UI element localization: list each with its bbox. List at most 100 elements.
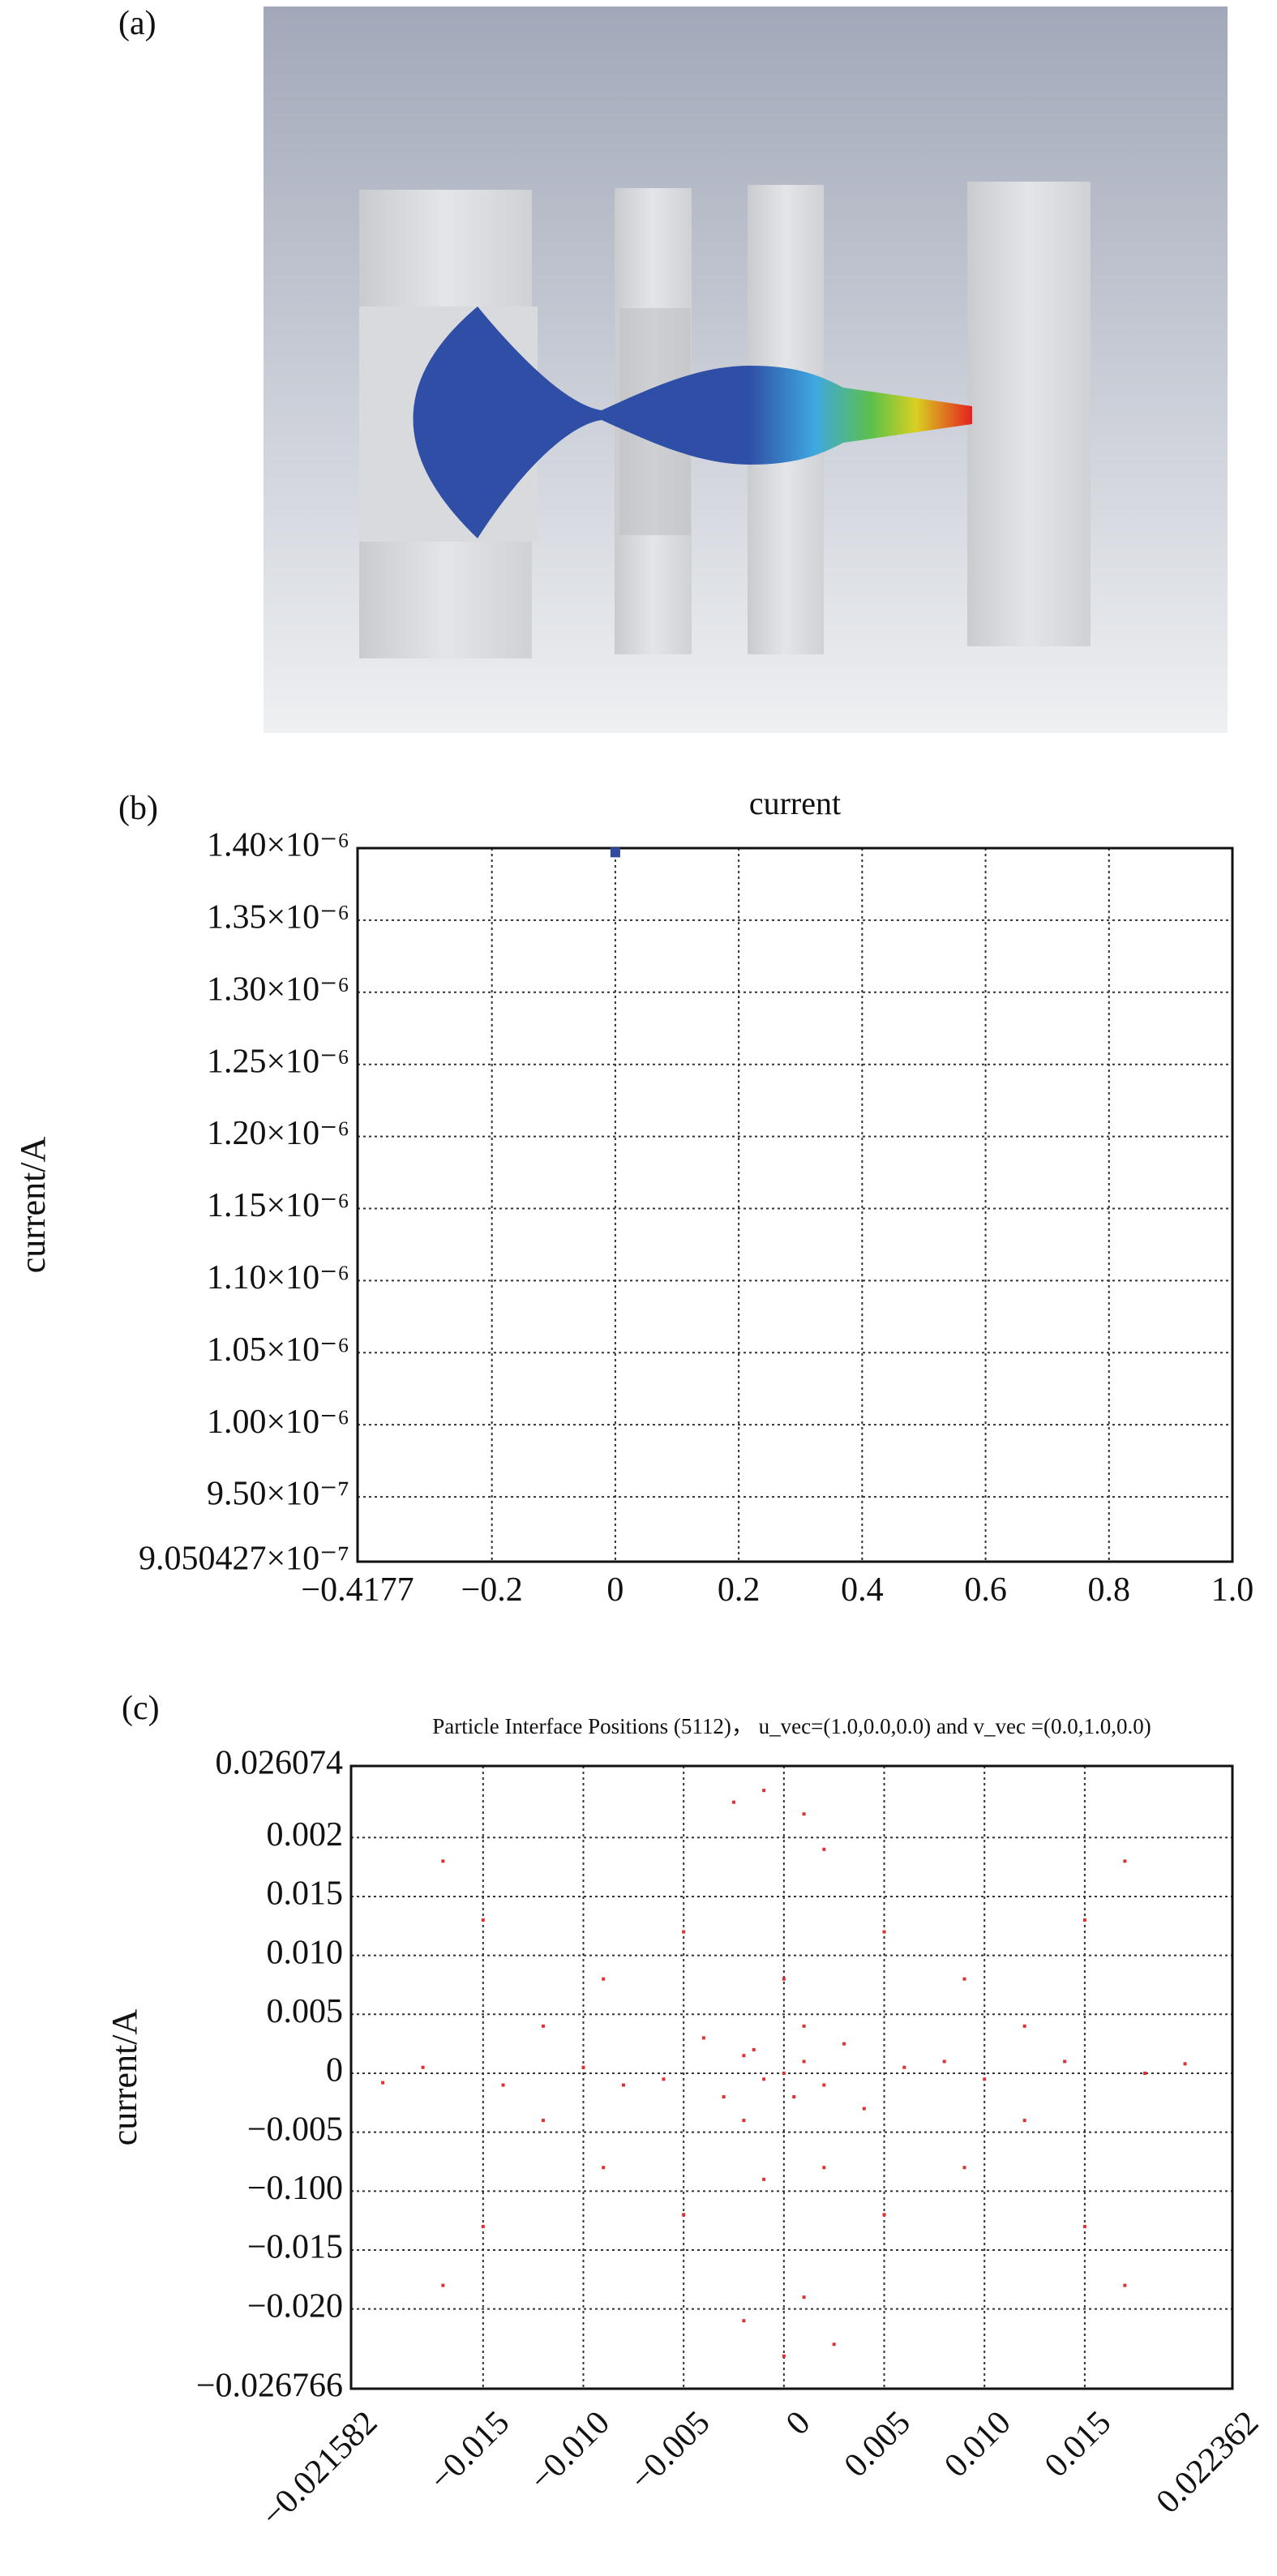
y-tick-label: 0.026074 <box>216 1745 344 1782</box>
y-axis-label: current/A <box>13 1136 53 1273</box>
point <box>902 2065 906 2069</box>
x-tick-label: 0.010 <box>937 2404 1018 2484</box>
point <box>842 2042 846 2046</box>
point <box>962 1977 966 1981</box>
point <box>481 2224 485 2228</box>
x-tick-label: −0.005 <box>624 2404 718 2498</box>
y-tick-label: 1.05×10⁻⁶ <box>207 1331 349 1369</box>
point <box>481 1918 485 1922</box>
y-tick-label: 1.25×10⁻⁶ <box>207 1043 349 1080</box>
point <box>822 2166 826 2170</box>
point <box>1123 1859 1127 1863</box>
point <box>610 847 620 858</box>
chart-title: Particle Interface Positions (5112)， u_v… <box>432 1714 1151 1738</box>
point <box>1022 2119 1026 2123</box>
point <box>1082 1918 1086 1922</box>
point <box>822 2083 826 2087</box>
x-tick-label: 0 <box>606 1571 624 1609</box>
x-tick-label: −0.015 <box>422 2404 516 2498</box>
point <box>732 1800 736 1804</box>
point <box>782 2354 786 2358</box>
point <box>381 2081 385 2085</box>
y-tick-label: 1.10×10⁻⁶ <box>207 1259 349 1297</box>
point <box>962 2166 966 2170</box>
point <box>822 1847 826 1851</box>
x-tick-label: 0.005 <box>838 2404 918 2484</box>
y-tick-label: 1.15×10⁻⁶ <box>207 1187 349 1224</box>
y-tick-label: 0.015 <box>267 1875 344 1913</box>
point <box>542 2119 546 2123</box>
y-tick-label: −0.020 <box>247 2287 343 2325</box>
y-tick-label: 1.40×10⁻⁶ <box>207 827 349 864</box>
y-tick-label: 9.050427×10⁻⁷ <box>139 1541 349 1578</box>
x-tick-label: 0 <box>779 2404 817 2442</box>
y-tick-label: −0.100 <box>247 2170 343 2207</box>
point <box>782 1977 786 1981</box>
point <box>581 2065 585 2069</box>
x-tick-label: −0.2 <box>461 1571 523 1609</box>
point <box>602 1977 606 1981</box>
point <box>1063 2060 1067 2064</box>
x-tick-label: 0.022362 <box>1150 2404 1266 2521</box>
point <box>441 2283 445 2287</box>
point <box>792 2095 796 2099</box>
y-tick-label: 0 <box>326 2052 343 2090</box>
y-tick-label: 0.002 <box>267 1816 344 1854</box>
point <box>742 2119 746 2123</box>
plot-frame <box>356 847 1234 1563</box>
y-tick-label: 9.50×10⁻⁷ <box>207 1476 349 1513</box>
y-tick-label: −0.026766 <box>196 2368 343 2405</box>
point <box>742 2319 746 2323</box>
y-tick-label: 1.35×10⁻⁶ <box>207 899 349 937</box>
point <box>802 2295 806 2300</box>
point <box>682 1930 686 1934</box>
plot-frame <box>349 1764 1234 2390</box>
y-tick-label: 1.00×10⁻⁶ <box>207 1404 349 1441</box>
point <box>722 2095 726 2099</box>
point <box>802 2060 806 2064</box>
point <box>662 2077 666 2081</box>
y-tick-label: 0.010 <box>267 1934 344 1971</box>
point <box>1022 2024 1026 2028</box>
y-tick-label: 0.005 <box>267 1993 344 2030</box>
particle-beam <box>413 306 972 538</box>
point <box>621 2083 625 2087</box>
point <box>882 1930 886 1934</box>
point <box>762 2077 766 2081</box>
point <box>802 2024 806 2028</box>
point <box>862 2107 866 2111</box>
x-tick-label: −0.021582 <box>255 2404 385 2535</box>
x-tick-label: 1.0 <box>1211 1571 1254 1609</box>
point <box>701 2036 705 2040</box>
electrode <box>967 182 1091 646</box>
simulation-render <box>264 6 1228 733</box>
point <box>542 2024 546 2028</box>
x-tick-label: 0.2 <box>718 1571 761 1609</box>
panel-label: (b) <box>118 790 158 827</box>
x-tick-label: 0.4 <box>841 1571 884 1609</box>
x-tick-label: 0.6 <box>964 1571 1007 1609</box>
x-tick-label: −0.010 <box>523 2404 617 2498</box>
point <box>501 2083 505 2087</box>
point <box>602 2166 606 2170</box>
y-tick-label: −0.005 <box>247 2111 343 2148</box>
point <box>752 2047 756 2051</box>
y-tick-label: 1.20×10⁻⁶ <box>207 1115 349 1152</box>
chart-title: current <box>749 785 841 821</box>
point <box>441 1859 445 1863</box>
x-tick-label: 0.8 <box>1088 1571 1131 1609</box>
point <box>942 2060 946 2064</box>
point <box>762 1789 766 1793</box>
point <box>682 2213 686 2217</box>
point <box>1123 2283 1127 2287</box>
point <box>1143 2071 1147 2075</box>
point <box>832 2342 836 2347</box>
point <box>1082 2224 1086 2228</box>
point <box>782 2071 786 2075</box>
point <box>421 2065 425 2069</box>
panel-label: (c) <box>122 1690 160 1727</box>
point <box>1183 2062 1187 2066</box>
x-tick-label: −0.4177 <box>301 1571 414 1609</box>
